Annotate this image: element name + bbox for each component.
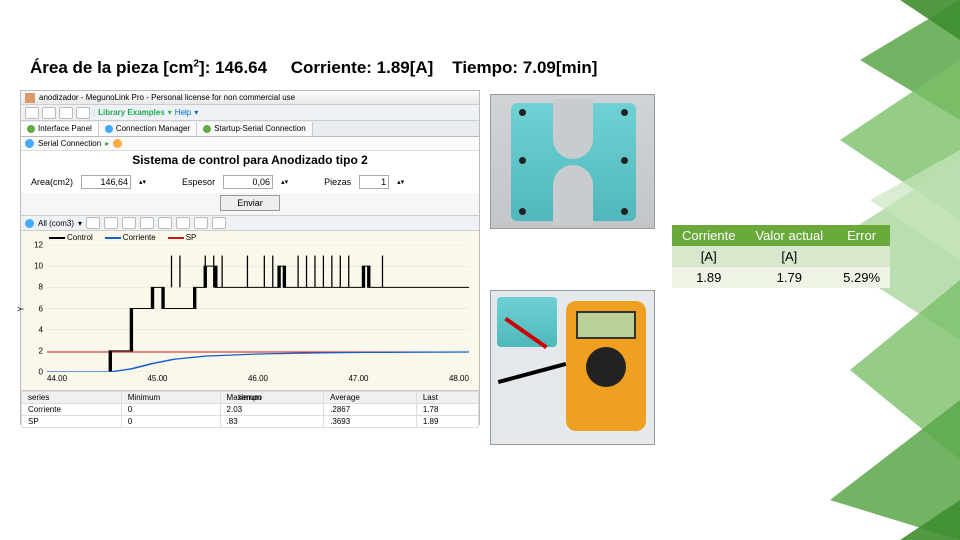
val-corriente: 1.89	[672, 267, 745, 288]
tab-icon	[27, 125, 35, 133]
y-axis: Y 024681012	[25, 245, 45, 372]
tab-label: Startup-Serial Connection	[214, 124, 306, 133]
espesor-field-label: Espesor	[182, 177, 215, 187]
toolbar-button[interactable]	[42, 107, 56, 119]
tab-icon	[105, 125, 113, 133]
tiempo-label: Tiempo: 7.09[min]	[452, 58, 597, 77]
chart-tool-button[interactable]	[176, 217, 190, 229]
tab-label: Connection Manager	[116, 124, 190, 133]
chart-tool-button[interactable]	[140, 217, 154, 229]
help-menu[interactable]: Help	[175, 108, 191, 117]
chart-tool-button[interactable]	[86, 217, 100, 229]
header-line: Área de la pieza [cm2]: 146.64 Corriente…	[30, 58, 597, 78]
app-window: anodizador - MegunoLink Pro - Personal l…	[20, 90, 480, 425]
enviar-button[interactable]: Enviar	[220, 195, 280, 211]
table-value-row: 1.89 1.79 5.29%	[672, 267, 890, 288]
th-error: Error	[833, 225, 890, 246]
val-valor: 1.79	[745, 267, 833, 288]
window-title: anodizador - MegunoLink Pro - Personal l…	[39, 93, 295, 102]
area-field-label: Area(cm2)	[31, 177, 73, 187]
chart-tool-button[interactable]	[122, 217, 136, 229]
unit-valor: [A]	[745, 246, 833, 267]
controls-row: Area(cm2) 146,64 ▴▾ Espesor 0,06 ▴▾ Piez…	[21, 171, 479, 193]
chart-tool-button[interactable]	[194, 217, 208, 229]
unit-corriente: [A]	[672, 246, 745, 267]
pieza-field-label: Piezas	[324, 177, 351, 187]
chart-toolbar: All (com3) ▾	[21, 215, 479, 231]
table-header-row: Corriente Valor actual Error	[672, 225, 890, 246]
plot-area	[47, 245, 469, 372]
port-icon	[25, 219, 34, 228]
area-label: Área de la pieza [cm	[30, 58, 193, 77]
chart-legend: Control Corriente SP	[49, 233, 196, 242]
legend-label: Control	[67, 233, 93, 242]
connection-icon	[25, 139, 34, 148]
tab-interface-panel[interactable]: Interface Panel	[21, 122, 99, 136]
chart-tool-button[interactable]	[158, 217, 172, 229]
main-toolbar: | Library Examples ▾ Help ▾	[21, 105, 479, 121]
th-corriente: Corriente	[672, 225, 745, 246]
tab-connection-manager[interactable]: Connection Manager	[99, 122, 197, 136]
connection-bar: Serial Connection ▸	[21, 137, 479, 151]
pieza-input[interactable]: 1	[359, 175, 389, 189]
unit-error	[833, 246, 890, 267]
library-menu[interactable]: Library Examples	[98, 108, 165, 117]
chart-tool-button[interactable]	[104, 217, 118, 229]
toolbar-button[interactable]	[59, 107, 73, 119]
val-error: 5.29%	[833, 267, 890, 288]
tab-label: Interface Panel	[38, 124, 92, 133]
panel-title: Sistema de control para Anodizado tipo 2	[21, 151, 479, 171]
status-icon	[113, 139, 122, 148]
espesor-input[interactable]: 0,06	[223, 175, 273, 189]
legend-label: Corriente	[123, 233, 156, 242]
tab-bar: Interface Panel Connection Manager Start…	[21, 121, 479, 137]
table-unit-row: [A] [A]	[672, 246, 890, 267]
toolbar-button[interactable]	[76, 107, 90, 119]
results-table: Corriente Valor actual Error [A] [A] 1.8…	[672, 225, 890, 288]
toolbar-button[interactable]	[25, 107, 39, 119]
area-input[interactable]: 146,64	[81, 175, 131, 189]
tab-startup-serial[interactable]: Startup-Serial Connection	[197, 122, 313, 136]
chart-area: Control Corriente SP Y 024681012 44.0045…	[21, 231, 479, 391]
chart-tool-button[interactable]	[212, 217, 226, 229]
titlebar: anodizador - MegunoLink Pro - Personal l…	[21, 91, 479, 105]
x-axis: 44.0045.0046.0047.0048.00	[47, 374, 469, 388]
serial-connection-label: Serial Connection	[38, 139, 101, 148]
corriente-label: Corriente: 1.89[A]	[291, 58, 434, 77]
x-axis-label: tiempo	[238, 393, 262, 402]
photo-multimeter	[490, 290, 655, 445]
app-icon	[25, 93, 35, 103]
area-rest: ]: 146.64	[199, 58, 267, 77]
tab-icon	[203, 125, 211, 133]
photo-piece	[490, 94, 655, 229]
port-label: All (com3)	[38, 219, 74, 228]
th-valor: Valor actual	[745, 225, 833, 246]
legend-label: SP	[186, 233, 197, 242]
y-axis-label: Y	[17, 306, 26, 311]
